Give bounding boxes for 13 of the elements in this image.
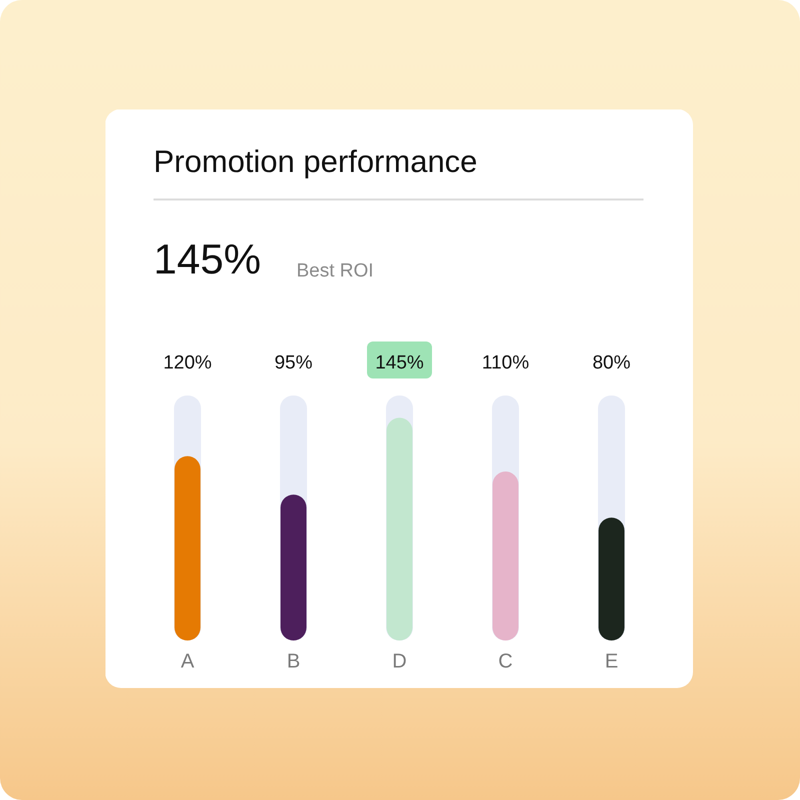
data-label: 145%	[375, 352, 424, 374]
data-label: 80%	[592, 352, 631, 374]
x-tick-label: A	[180, 650, 195, 672]
data-label: 110%	[482, 352, 530, 374]
data-label: 120%	[163, 352, 212, 374]
x-tick-label: D	[392, 650, 407, 672]
x-tick-label: B	[286, 650, 300, 672]
data-label: 95%	[274, 352, 313, 374]
text: 145%	[154, 235, 261, 282]
text: Best ROI	[296, 260, 374, 282]
x-tick-label: C	[498, 650, 513, 672]
chart-title: Promotion performance	[154, 144, 478, 180]
x-tick-label: E	[604, 650, 618, 672]
